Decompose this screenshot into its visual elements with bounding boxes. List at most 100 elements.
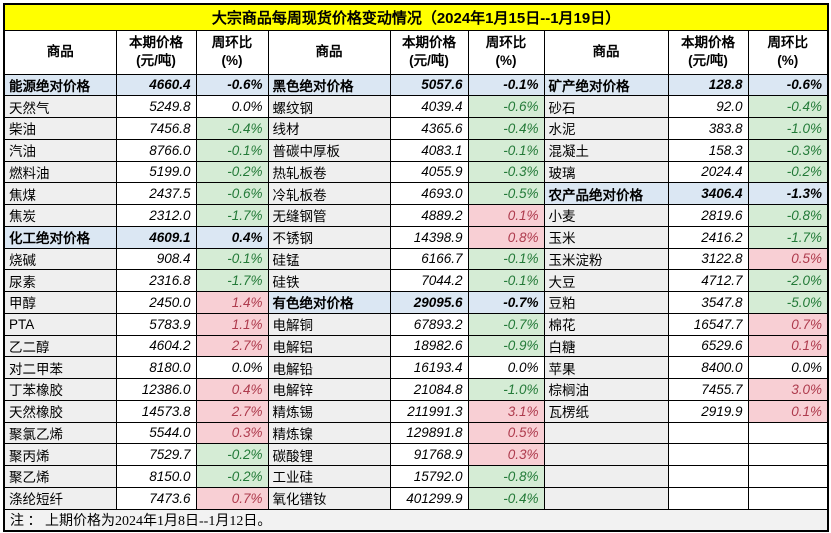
- weekly-change-cell: -0.1%: [195, 247, 269, 271]
- price-cell: 8150.0: [115, 465, 197, 488]
- price-cell: 2450.0: [115, 291, 197, 314]
- weekly-change-cell: 0.4%: [195, 378, 269, 401]
- weekly-change-cell: -0.1%: [467, 138, 545, 162]
- commodity-cell: 化工绝对价格: [3, 225, 117, 249]
- header-pct-line1: 周环比: [485, 34, 527, 50]
- price-cell: 18982.6: [389, 334, 469, 358]
- price-cell: 5544.0: [115, 421, 197, 445]
- weekly-change-cell: [747, 421, 829, 445]
- header-price-line1: 本期价格: [681, 34, 735, 50]
- price-cell: 14573.8: [115, 399, 197, 423]
- weekly-change-cell: 3.1%: [467, 399, 545, 423]
- header-pct-line1: 周环比: [767, 34, 809, 50]
- weekly-change-cell: [747, 443, 829, 466]
- weekly-change-cell: 1.1%: [195, 312, 269, 336]
- commodity-cell: 柴油: [3, 117, 117, 140]
- commodity-cell: 对二甲苯: [3, 356, 117, 379]
- header-price-line1: 本期价格: [402, 34, 456, 50]
- commodity-cell: 电解锌: [267, 378, 391, 401]
- price-cell: 8766.0: [115, 138, 197, 162]
- weekly-change-cell: 0.8%: [467, 225, 545, 249]
- price-cell: 4660.4: [115, 73, 197, 97]
- header-pct-line2: (%): [221, 53, 243, 68]
- commodity-cell: 天然气: [3, 95, 117, 118]
- price-cell: 8400.0: [667, 356, 749, 379]
- commodity-cell: 玉米淀粉: [543, 247, 669, 271]
- weekly-change-cell: 0.0%: [467, 356, 545, 379]
- weekly-change-cell: -0.7%: [467, 312, 545, 336]
- commodity-cell: 电解铜: [267, 312, 391, 336]
- weekly-change-cell: -0.7%: [467, 291, 545, 314]
- price-cell: 15792.0: [389, 465, 469, 488]
- weekly-change-cell: 0.5%: [467, 421, 545, 445]
- price-cell: 7473.6: [115, 486, 197, 510]
- commodity-cell: 豆粕: [543, 291, 669, 314]
- commodity-cell: 苹果: [543, 356, 669, 379]
- commodity-cell: 焦煤: [3, 182, 117, 205]
- commodity-cell: 热轧板卷: [267, 160, 391, 184]
- commodity-cell: 精炼镍: [267, 421, 391, 445]
- commodity-cell: 燃料油: [3, 160, 117, 184]
- price-cell: 7529.7: [115, 443, 197, 466]
- commodity-cell: 电解铅: [267, 356, 391, 379]
- price-cell: 4693.0: [389, 182, 469, 205]
- weekly-change-cell: -0.4%: [195, 117, 269, 140]
- weekly-change-cell: -0.2%: [195, 443, 269, 466]
- footnote: 注 ： 上期价格为2024年1月8日--1月12日。: [3, 508, 829, 532]
- header-commodity-2: 商品: [267, 29, 391, 75]
- header-pct-1: 周环比 (%): [195, 29, 269, 75]
- weekly-change-cell: -1.7%: [195, 204, 269, 227]
- price-cell: 4083.1: [389, 138, 469, 162]
- weekly-change-cell: 0.7%: [747, 312, 829, 336]
- weekly-change-cell: -0.1%: [467, 269, 545, 292]
- commodity-cell: 工业硅: [267, 465, 391, 488]
- price-cell: 158.3: [667, 138, 749, 162]
- commodity-cell: [543, 421, 669, 445]
- weekly-change-cell: 2.7%: [195, 399, 269, 423]
- weekly-change-cell: -0.8%: [467, 465, 545, 488]
- commodity-cell: 硅铁: [267, 269, 391, 292]
- commodity-cell: 尿素: [3, 269, 117, 292]
- weekly-change-cell: -1.0%: [467, 378, 545, 401]
- header-commodity-label: 商品: [592, 43, 620, 59]
- table-row: 聚氯乙烯 5544.0 0.3% 精炼镍 129891.8 0.5%: [3, 421, 829, 445]
- price-cell: 2024.4: [667, 160, 749, 184]
- commodity-cell: 精炼锡: [267, 399, 391, 423]
- price-cell: 4609.1: [115, 225, 197, 249]
- price-cell: 4039.4: [389, 95, 469, 118]
- table-row: 对二甲苯 8180.0 0.0% 电解铅 16193.4 0.0% 苹果 8400.0 0.0%: [3, 356, 829, 379]
- commodity-cell: 聚丙烯: [3, 443, 117, 466]
- commodity-cell: PTA: [3, 312, 117, 336]
- price-cell: 21084.8: [389, 378, 469, 401]
- commodity-cell: 普碳中厚板: [267, 138, 391, 162]
- commodity-cell: 混凝土: [543, 138, 669, 162]
- table-row: 柴油 7456.8 -0.4% 线材 4365.6 -0.4% 水泥 383.8 -1.0%: [3, 117, 829, 140]
- table-row: 天然橡胶 14573.8 2.7% 精炼锡 211991.3 3.1% 瓦楞纸 2919.9 0…: [3, 399, 829, 423]
- header-commodity-label: 商品: [46, 43, 74, 59]
- table-row: PTA 5783.9 1.1% 电解铜 67893.2 -0.7% 棉花 16547.7 0.7…: [3, 312, 829, 336]
- weekly-change-cell: 0.0%: [195, 95, 269, 118]
- commodity-cell: 无缝钢管: [267, 204, 391, 227]
- header-price-line1: 本期价格: [129, 34, 183, 50]
- commodity-cell: 棉花: [543, 312, 669, 336]
- header-price-line2: (元/吨): [688, 53, 728, 68]
- weekly-change-cell: -0.9%: [467, 334, 545, 358]
- price-table-sheet: 大宗商品每周现货价格变动情况（2024年1月15日--1月19日） 商品 本期价…: [3, 3, 830, 532]
- commodity-cell: 黑色绝对价格: [267, 73, 391, 97]
- table-row: 化工绝对价格 4609.1 0.4% 不锈钢 14398.9 0.8% 玉米 2416.2 -1…: [3, 225, 829, 249]
- price-cell: [667, 465, 749, 488]
- commodity-cell: 螺纹钢: [267, 95, 391, 118]
- price-cell: 91768.9: [389, 443, 469, 466]
- price-cell: [667, 443, 749, 466]
- price-cell: 401299.9: [389, 486, 469, 510]
- price-cell: 4604.2: [115, 334, 197, 358]
- table-row: 焦炭 2312.0 -1.7% 无缝钢管 4889.2 0.1% 小麦 2819.6 -0.8%: [3, 204, 829, 227]
- price-cell: 2819.6: [667, 204, 749, 227]
- commodity-cell: 小麦: [543, 204, 669, 227]
- commodity-cell: 能源绝对价格: [3, 73, 117, 97]
- weekly-change-cell: -0.5%: [467, 182, 545, 205]
- weekly-change-cell: -5.0%: [747, 291, 829, 314]
- weekly-change-cell: -1.7%: [747, 225, 829, 249]
- weekly-change-cell: -0.1%: [195, 138, 269, 162]
